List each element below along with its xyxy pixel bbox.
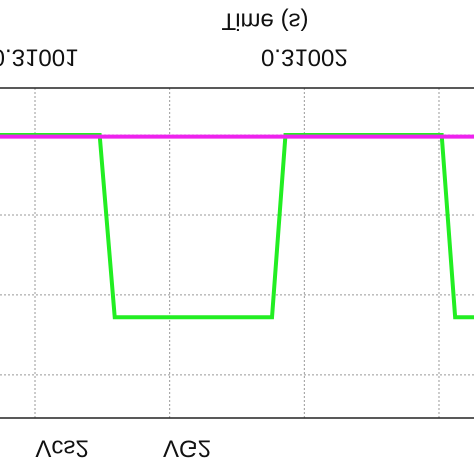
x-axis-label: Time (s): [221, 8, 308, 35]
series-line: [0, 133, 474, 320]
legend-label: Vcs2: [35, 435, 88, 462]
legend-label: VG2: [163, 435, 211, 462]
x-tick-label: 0.31002: [261, 44, 348, 71]
x-tick-label: 0.31001: [0, 44, 78, 71]
